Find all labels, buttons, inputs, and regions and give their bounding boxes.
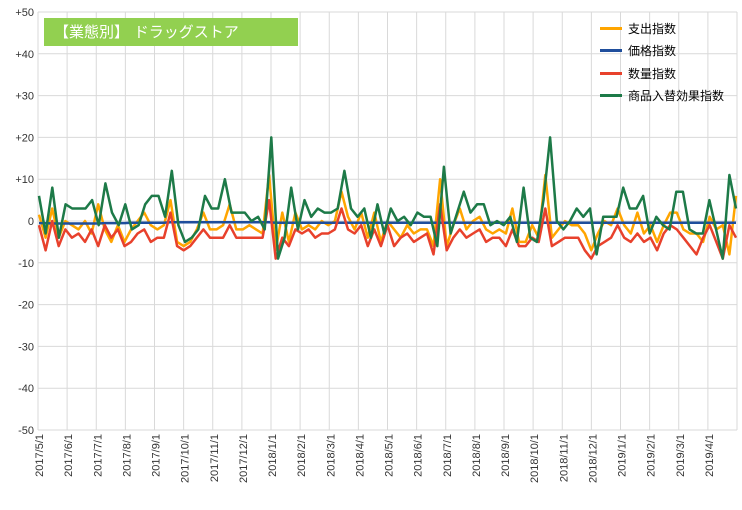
- legend-label-quantity: 数量指数: [628, 66, 677, 81]
- y-tick-label: +30: [15, 91, 34, 103]
- legend-swatch-replacement: [600, 94, 622, 98]
- y-tick-label: -40: [18, 383, 34, 395]
- x-tick-label: 2018/2/1: [296, 434, 308, 477]
- x-tick-label: 2018/10/1: [529, 434, 541, 483]
- legend-swatch-price: [600, 49, 622, 53]
- x-tick-label: 2018/5/1: [384, 434, 396, 477]
- series-line-3: [37, 136, 738, 260]
- x-tick-label: 2017/9/1: [151, 434, 163, 477]
- x-tick-label: 2018/4/1: [354, 434, 366, 477]
- x-tick-label: 2018/8/1: [471, 434, 483, 477]
- x-axis-labels: 2017/5/1 2017/6/1 2017/7/1 2017/8/1 2017/9/1…: [34, 434, 716, 483]
- x-tick-label: 2017/11/1: [209, 434, 221, 482]
- x-tick-label: 2019/4/1: [704, 434, 716, 477]
- x-tick-label: 2017/8/1: [121, 434, 133, 477]
- y-tick-label: +20: [15, 132, 34, 144]
- legend-label-spending: 支出指数: [628, 21, 677, 36]
- y-axis-labels: +50 +40 +30 +20 +10 0 -10 -20 -30 -40 -50: [15, 7, 34, 437]
- x-tick-label: 2017/10/1: [180, 434, 192, 483]
- chart-title: 【業態別】 ドラッグストア: [44, 18, 298, 46]
- legend-swatch-quantity: [600, 71, 622, 75]
- y-tick-label: -30: [18, 341, 34, 353]
- legend-item-spending: 支出指数: [600, 17, 724, 40]
- y-tick-label: -50: [18, 425, 34, 437]
- x-tick-label: 2019/3/1: [675, 434, 687, 477]
- legend-label-replacement: 商品入替効果指数: [628, 89, 725, 104]
- x-tick-label: 2019/2/1: [646, 434, 658, 477]
- legend-item-price: 価格指数: [600, 40, 724, 63]
- legend-label-price: 価格指数: [628, 44, 677, 59]
- legend-item-quantity: 数量指数: [600, 62, 724, 85]
- legend-swatch-spending: [600, 26, 622, 30]
- x-tick-label: 2017/12/1: [238, 434, 250, 483]
- legend-item-replacement: 商品入替効果指数: [600, 85, 724, 108]
- x-tick-label: 2018/12/1: [587, 434, 599, 483]
- x-tick-label: 2017/7/1: [92, 434, 104, 477]
- x-tick-label: 2018/9/1: [500, 434, 512, 477]
- y-tick-label: 0: [28, 216, 34, 228]
- x-tick-label: 2017/6/1: [63, 434, 75, 477]
- x-tick-label: 2018/1/1: [267, 434, 279, 477]
- x-tick-label: 2019/1/1: [617, 434, 629, 477]
- legend: 支出指数 価格指数 数量指数 商品入替効果指数: [600, 17, 724, 107]
- x-tick-label: 2017/5/1: [34, 434, 46, 477]
- x-tick-label: 2018/7/1: [442, 434, 454, 477]
- y-tick-label: -10: [18, 258, 34, 270]
- y-tick-label: +40: [15, 49, 34, 61]
- x-tick-label: 2018/11/1: [558, 434, 570, 482]
- series-lines: [37, 136, 738, 260]
- x-tick-label: 2018/3/1: [325, 434, 337, 477]
- y-tick-label: -20: [18, 300, 34, 312]
- y-tick-label: +10: [15, 174, 34, 186]
- y-tick-label: +50: [15, 7, 34, 19]
- x-tick-label: 2018/6/1: [413, 434, 425, 477]
